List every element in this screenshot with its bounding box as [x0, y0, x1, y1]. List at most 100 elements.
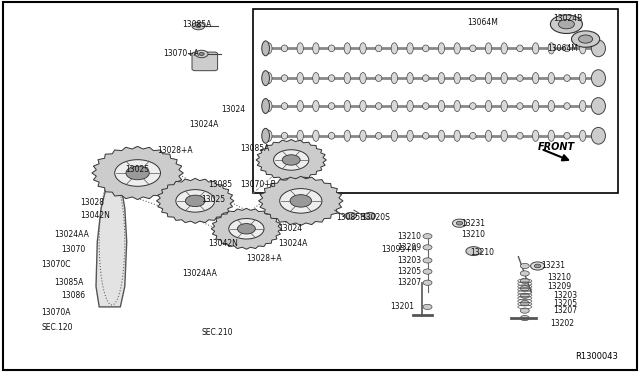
Text: 13024A: 13024A [278, 239, 308, 248]
Ellipse shape [376, 75, 382, 81]
Ellipse shape [470, 75, 476, 81]
Ellipse shape [391, 73, 397, 84]
Ellipse shape [422, 45, 429, 52]
Text: 13203: 13203 [397, 256, 421, 265]
Ellipse shape [532, 73, 539, 84]
Circle shape [186, 195, 205, 206]
Ellipse shape [407, 73, 413, 84]
Ellipse shape [266, 73, 272, 84]
Ellipse shape [485, 43, 492, 54]
Circle shape [274, 150, 309, 170]
Text: 13064M: 13064M [547, 44, 578, 53]
Ellipse shape [579, 130, 586, 141]
Text: 13024AA: 13024AA [182, 269, 217, 278]
Ellipse shape [344, 43, 351, 54]
Ellipse shape [591, 40, 605, 57]
Text: 13025: 13025 [202, 195, 226, 203]
Text: 13209: 13209 [397, 243, 421, 252]
Text: 13024: 13024 [278, 224, 303, 233]
Text: 13024: 13024 [221, 105, 245, 114]
Ellipse shape [438, 130, 445, 141]
Ellipse shape [438, 43, 445, 54]
Circle shape [550, 15, 582, 33]
Text: 13205: 13205 [397, 267, 421, 276]
Ellipse shape [591, 98, 605, 115]
Text: 13205: 13205 [554, 299, 578, 308]
Ellipse shape [454, 100, 460, 112]
Text: 13207: 13207 [397, 278, 421, 287]
Circle shape [572, 31, 600, 47]
Text: 13070: 13070 [61, 245, 85, 254]
Text: 13085A: 13085A [240, 144, 269, 153]
Circle shape [282, 155, 300, 165]
Ellipse shape [297, 130, 303, 141]
Ellipse shape [422, 75, 429, 81]
Ellipse shape [313, 73, 319, 84]
Text: 13209: 13209 [547, 282, 572, 291]
Circle shape [115, 160, 161, 186]
Ellipse shape [407, 43, 413, 54]
Text: 13202: 13202 [550, 319, 575, 328]
Circle shape [452, 219, 467, 227]
Ellipse shape [532, 100, 539, 112]
Ellipse shape [328, 45, 335, 52]
Circle shape [534, 264, 541, 268]
Ellipse shape [344, 130, 351, 141]
Text: 13024AA: 13024AA [54, 230, 89, 239]
Ellipse shape [376, 132, 382, 139]
Ellipse shape [407, 100, 413, 112]
Ellipse shape [501, 43, 508, 54]
Circle shape [520, 263, 529, 269]
Ellipse shape [516, 103, 523, 109]
Polygon shape [92, 147, 183, 199]
Text: 13028+A: 13028+A [157, 146, 193, 155]
Text: 13210: 13210 [461, 230, 485, 239]
Ellipse shape [376, 103, 382, 109]
Ellipse shape [391, 130, 397, 141]
Ellipse shape [579, 73, 586, 84]
Ellipse shape [564, 132, 570, 139]
Ellipse shape [454, 73, 460, 84]
Text: 13095+A: 13095+A [381, 245, 417, 254]
Text: 13086: 13086 [61, 291, 85, 300]
Circle shape [364, 212, 376, 219]
Ellipse shape [516, 132, 523, 139]
Circle shape [229, 219, 264, 239]
Text: 13085A: 13085A [54, 278, 84, 287]
Text: 13042N: 13042N [208, 239, 238, 248]
Text: SEC.120: SEC.120 [42, 323, 73, 332]
Ellipse shape [564, 75, 570, 81]
Text: 13070+A: 13070+A [163, 49, 199, 58]
Ellipse shape [470, 132, 476, 139]
Ellipse shape [328, 132, 335, 139]
Circle shape [520, 315, 529, 321]
Ellipse shape [548, 100, 554, 112]
Ellipse shape [282, 103, 288, 109]
Circle shape [423, 304, 432, 310]
Circle shape [176, 190, 214, 212]
Text: 13210: 13210 [547, 273, 572, 282]
Circle shape [290, 195, 312, 207]
Text: 13203: 13203 [554, 291, 578, 300]
Ellipse shape [548, 73, 554, 84]
Ellipse shape [595, 43, 602, 54]
Circle shape [579, 35, 593, 43]
Ellipse shape [548, 130, 554, 141]
Text: 13085: 13085 [208, 180, 232, 189]
Polygon shape [259, 176, 343, 225]
Text: 13085A: 13085A [182, 20, 212, 29]
Ellipse shape [591, 127, 605, 144]
Circle shape [199, 52, 204, 55]
Ellipse shape [344, 100, 351, 112]
Ellipse shape [328, 103, 335, 109]
Text: SEC.210: SEC.210 [202, 328, 233, 337]
Ellipse shape [262, 99, 269, 113]
Ellipse shape [407, 130, 413, 141]
Ellipse shape [501, 73, 508, 84]
Bar [253, 9, 618, 193]
Circle shape [196, 25, 201, 28]
Ellipse shape [485, 100, 492, 112]
Ellipse shape [595, 73, 602, 84]
Text: R1300043: R1300043 [575, 352, 618, 361]
Ellipse shape [313, 100, 319, 112]
